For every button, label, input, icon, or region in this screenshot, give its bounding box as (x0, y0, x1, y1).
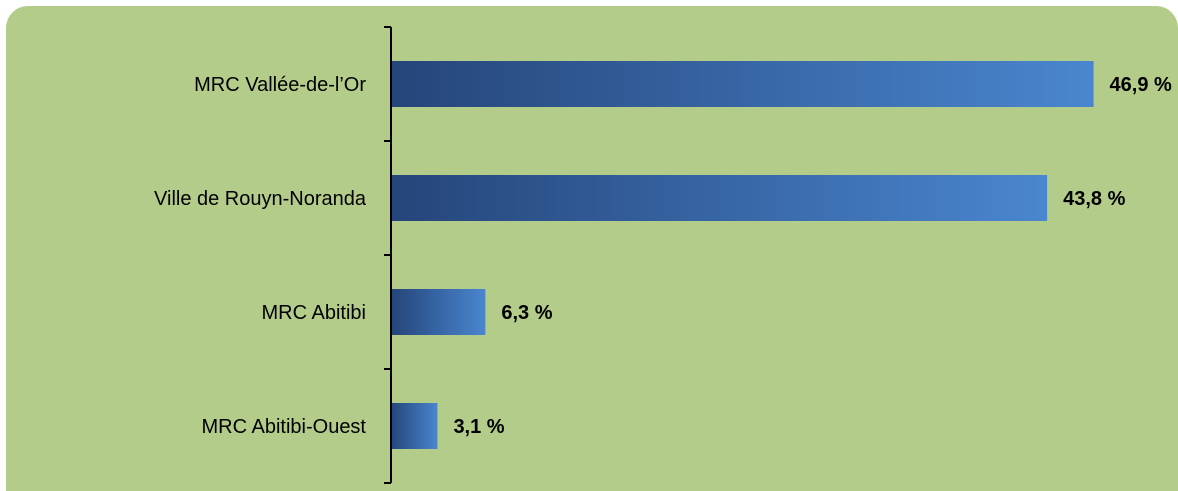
bar-1 (391, 175, 1048, 221)
value-label-0: 46,9 % (1110, 74, 1172, 96)
value-label-3: 3,1 % (453, 416, 504, 438)
category-axis (384, 26, 392, 484)
category-label-1: Ville de Rouyn-Noranda (154, 188, 367, 210)
category-label-2: MRC Abitibi (262, 302, 366, 324)
labels-layer: MRC Vallée-de-l’Or 46,9 % Ville de Rouyn-N… (154, 74, 1172, 438)
bar-2 (391, 289, 486, 335)
category-label-0: MRC Vallée-de-l’Or (194, 74, 366, 96)
bar-3 (391, 403, 438, 449)
bars-layer (391, 61, 1094, 449)
value-label-1: 43,8 % (1063, 188, 1125, 210)
bar-0 (391, 61, 1094, 107)
category-label-3: MRC Abitibi-Ouest (202, 416, 367, 438)
value-label-2: 6,3 % (501, 302, 552, 324)
